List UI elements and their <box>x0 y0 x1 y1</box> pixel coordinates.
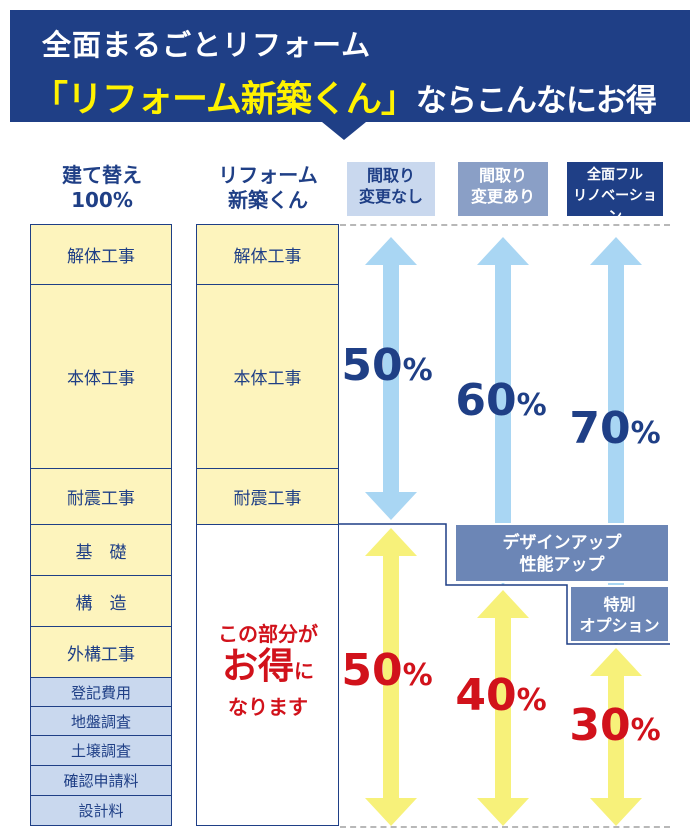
savings-arrow-full-renovation <box>590 648 642 826</box>
header-no-layout-change: 間取り 変更なし <box>347 162 435 216</box>
savings-percent-full-renovation: 30% <box>569 700 661 751</box>
rebuild-item-soil-survey: 土壌調査 <box>30 735 172 766</box>
reform-item-seismic: 耐震工事 <box>196 468 339 525</box>
header-rebuild: 建て替え 100% <box>62 163 142 212</box>
savings-note: この部分が お得に なります <box>197 618 339 720</box>
cost-arrow-with-change <box>477 237 529 585</box>
savings-percent-with-change: 40% <box>455 670 547 721</box>
header-with-layout-change: 間取り 変更あり <box>458 162 548 216</box>
rebuild-item-main-work: 本体工事 <box>30 284 172 469</box>
cost-arrow-no-change <box>365 237 417 520</box>
bottom-guide-line <box>340 826 670 828</box>
cost-percent-full-renovation: 70% <box>569 403 661 454</box>
cost-percent-with-change: 60% <box>455 375 547 426</box>
savings-percent-no-change: 50% <box>341 645 433 696</box>
cost-arrow-full-renovation <box>590 237 642 645</box>
banner-line-2: 「リフォーム新築くん」ならこんなにお得 <box>32 70 657 122</box>
top-guide-line <box>340 224 670 226</box>
rebuild-item-demolition: 解体工事 <box>30 224 172 285</box>
banner-line-1: 全面まるごとリフォーム <box>42 28 372 62</box>
savings-note-line-1: この部分が <box>218 622 318 646</box>
savings-note-line-2: お得に <box>221 646 314 687</box>
rebuild-item-design-fee: 設計料 <box>30 795 172 826</box>
reform-item-main-work: 本体工事 <box>196 284 339 469</box>
rebuild-item-foundation: 基 礎 <box>30 524 172 576</box>
header-full-renovation: 全面フル リノベーション <box>567 162 663 225</box>
rebuild-item-exterior: 外構工事 <box>30 626 172 678</box>
banner-rest: ならこんなにお得 <box>415 83 657 119</box>
savings-arrow-no-change <box>365 528 417 826</box>
option-special: 特別 オプション <box>569 585 670 643</box>
banner-pointer <box>322 122 366 140</box>
banner-highlight: 「リフォーム新築くん」 <box>32 79 417 120</box>
title-banner: 全面まるごとリフォーム 「リフォーム新築くん」ならこんなにお得 <box>10 10 690 122</box>
rebuild-item-permit: 確認申請料 <box>30 765 172 796</box>
savings-note-line-3: なります <box>228 695 308 719</box>
header-reform: リフォーム 新築くん <box>218 163 318 212</box>
reform-savings-area <box>196 524 339 826</box>
option-design-performance-up: デザインアップ 性能アップ <box>454 523 670 583</box>
reform-item-demolition: 解体工事 <box>196 224 339 285</box>
savings-arrow-with-change <box>477 590 529 826</box>
cost-percent-no-change: 50% <box>341 340 433 391</box>
